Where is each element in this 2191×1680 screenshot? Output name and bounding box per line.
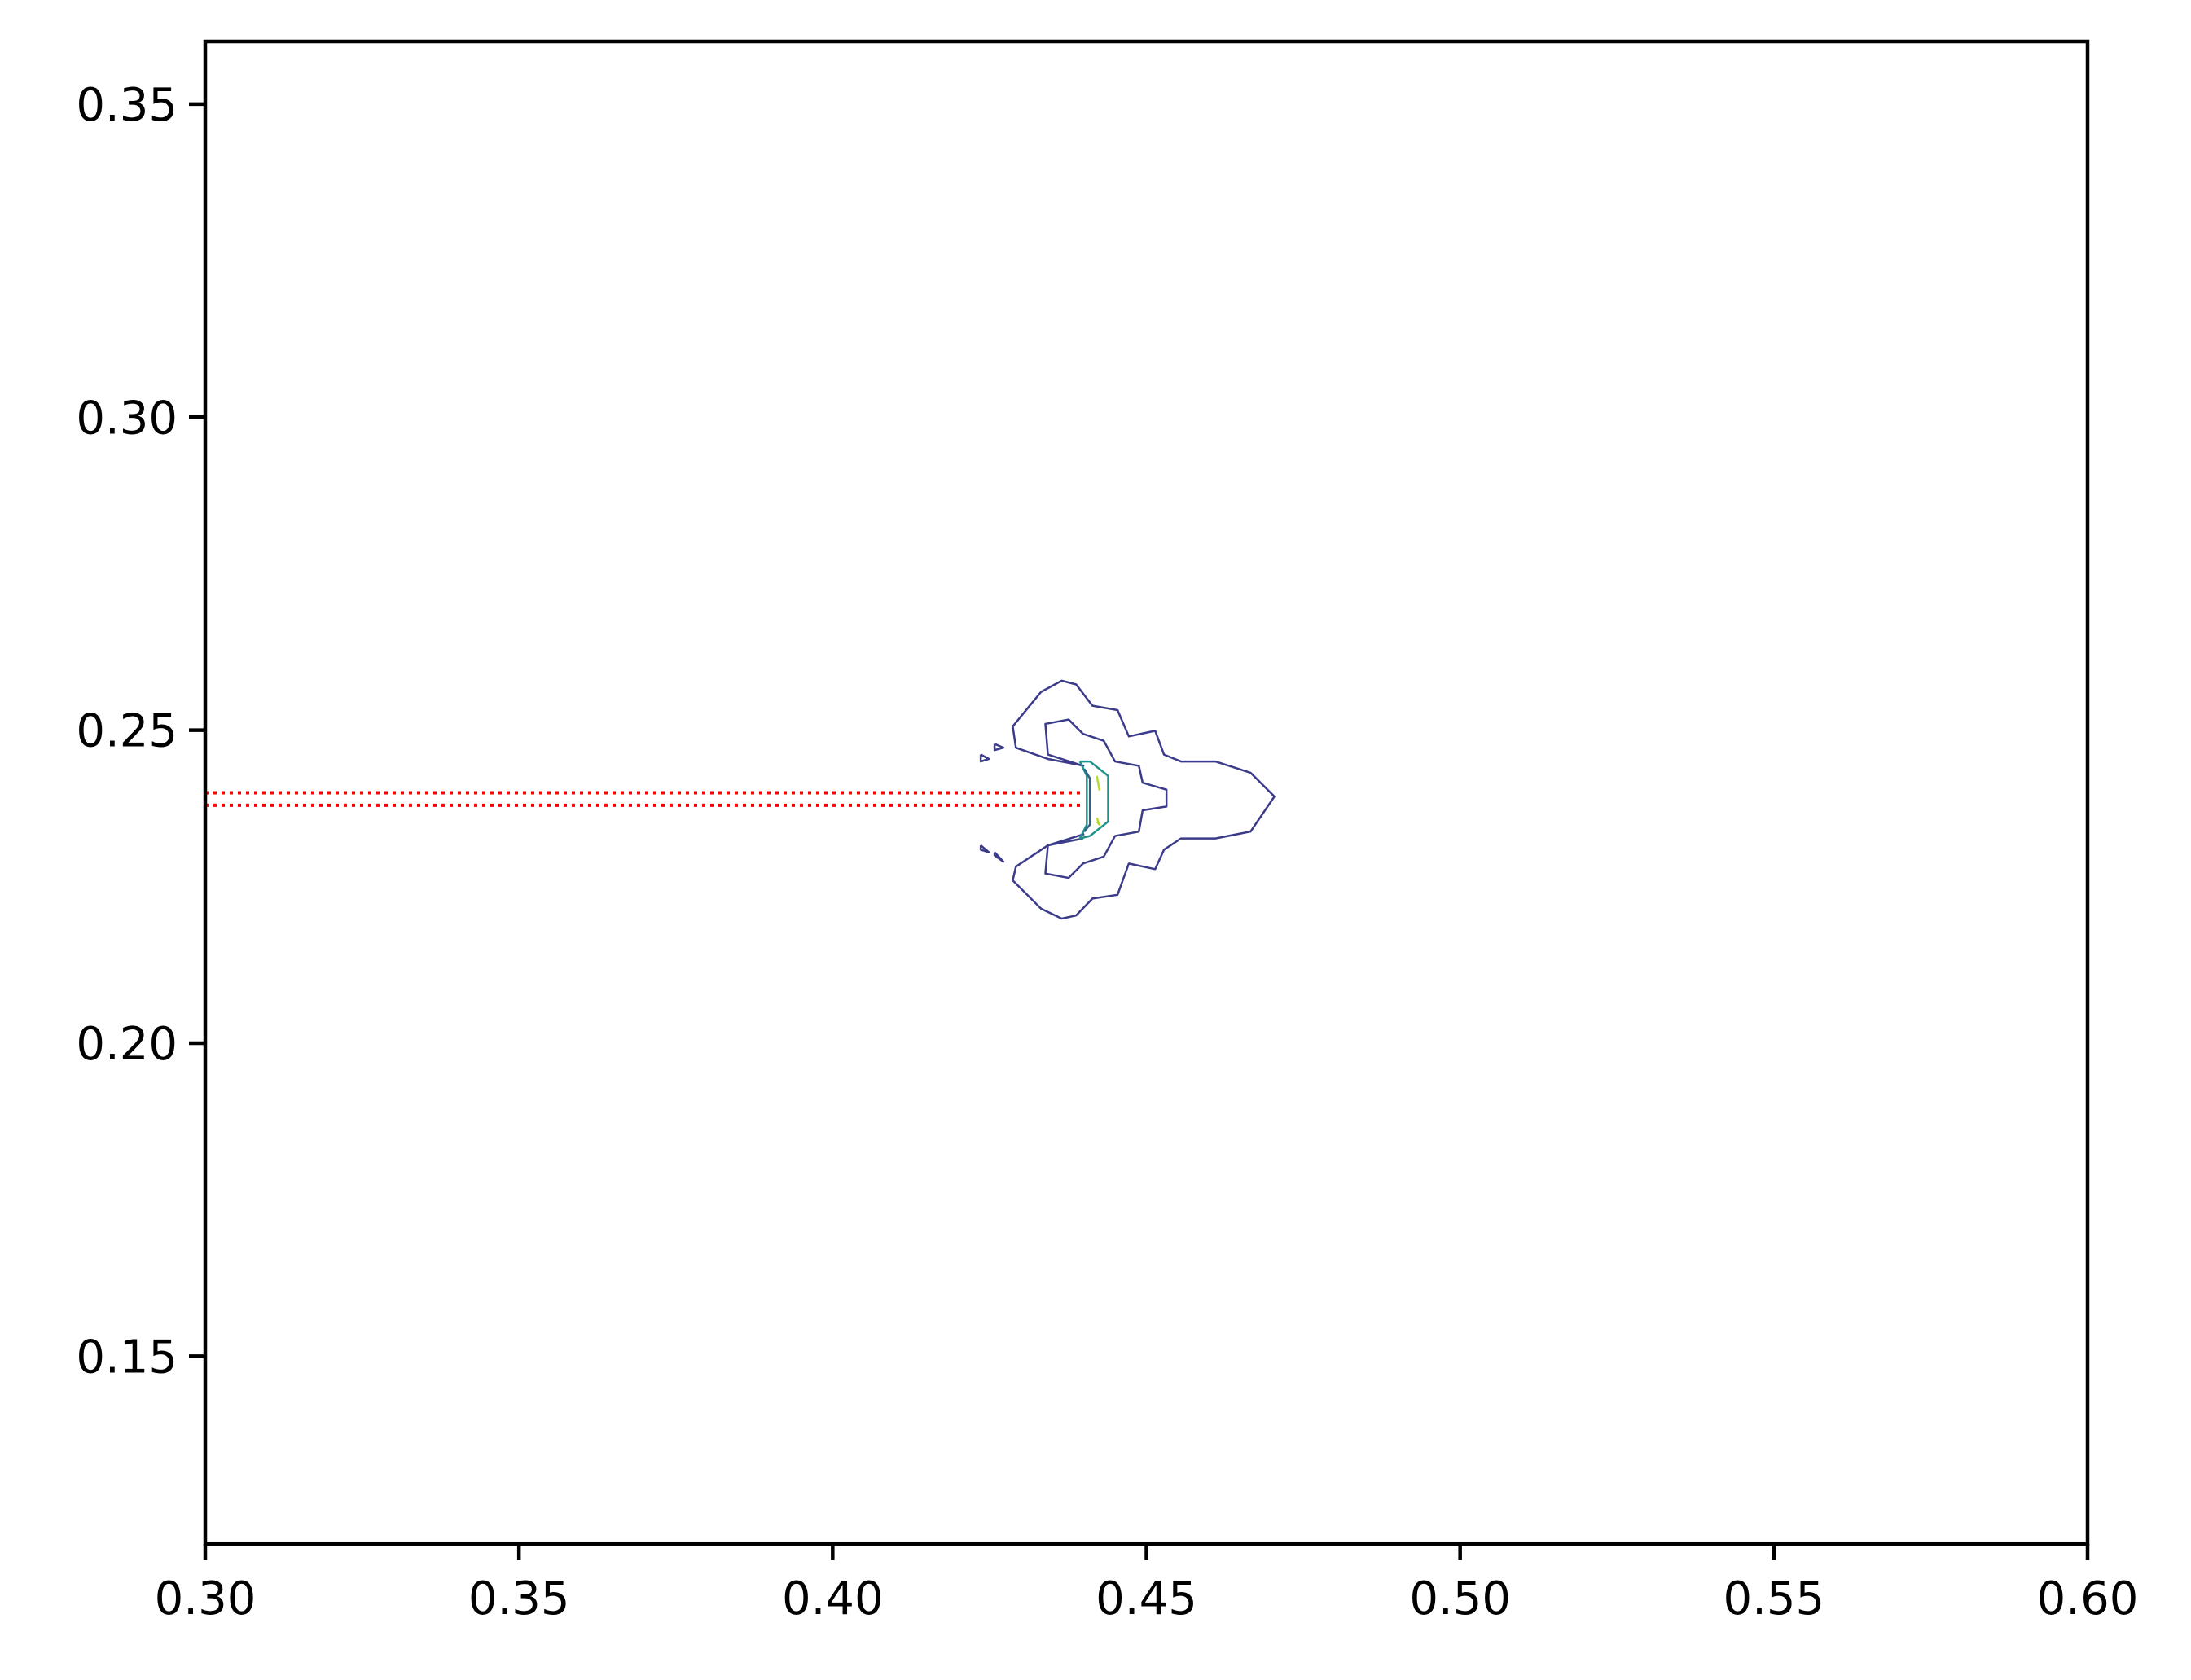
x-tick-label: 0.55 xyxy=(1723,1573,1824,1625)
contour-line xyxy=(1096,817,1100,826)
contour-line xyxy=(1044,718,1168,879)
x-tick-label: 0.45 xyxy=(1096,1573,1197,1625)
y-tick-label: 0.35 xyxy=(76,79,178,132)
contour-line xyxy=(1012,679,1276,920)
x-tick-label: 0.50 xyxy=(1409,1573,1511,1625)
x-tick-label: 0.35 xyxy=(468,1573,570,1625)
contour-line xyxy=(993,743,1005,752)
contour-line xyxy=(1096,775,1100,791)
contour-line xyxy=(979,844,990,853)
y-tick-label: 0.20 xyxy=(76,1018,178,1071)
contour-line xyxy=(1083,768,1091,832)
contour-line xyxy=(1078,760,1109,840)
x-tick-label: 0.40 xyxy=(782,1573,884,1625)
contour-line xyxy=(993,851,1005,863)
y-tick-label: 0.15 xyxy=(76,1331,178,1384)
plot-frame xyxy=(203,39,2090,1546)
y-tick-label: 0.25 xyxy=(76,705,178,758)
x-tick-label: 0.60 xyxy=(2037,1573,2139,1625)
contour-line xyxy=(979,753,990,763)
y-tick-label: 0.30 xyxy=(76,392,178,445)
x-tick-label: 0.30 xyxy=(155,1573,257,1625)
